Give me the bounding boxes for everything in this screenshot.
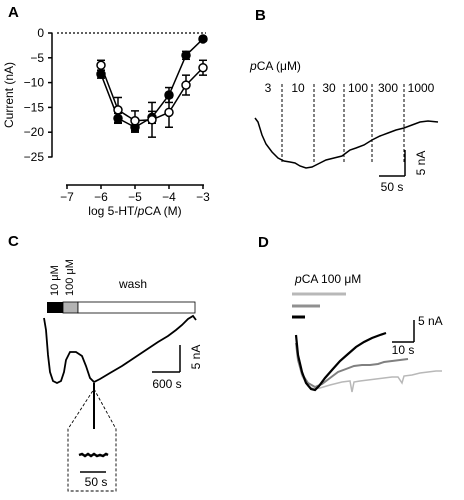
panel-b-concentration-label: 3 [265,81,272,95]
panel-d-application-bars [292,292,346,319]
panel-a-point-open [130,116,140,126]
panel-c-scale-x-label: 600 s [152,377,181,391]
panel-b-scale-x-label: 50 s [381,180,404,194]
panel-c-application-bars [47,301,196,314]
panel-d-scale-bar [392,320,415,343]
panel-a-point-filled [198,34,208,44]
panel-d-trace-light [295,342,442,393]
panel-a-point-open [147,115,157,125]
panel-a-y-tick-label: −15 [24,100,45,114]
panel-a-y-tick-label: 0 [37,26,44,40]
panel-b-current-trace [254,117,439,169]
panel-c-current-trace [43,314,197,385]
panel-b-letter: B [255,7,266,24]
panel-c-label-10um: 10 μM [49,265,61,296]
panel-c-bar-10um [47,302,63,313]
panel-a-letter: A [8,4,19,21]
panel-d-scale-x-label: 10 s [392,343,415,357]
panel-a-point-filled [113,113,123,124]
panel-c-label-100um: 100 μM [64,259,76,296]
panel-c-wash-label: wash [118,277,147,291]
panel-d-letter: D [258,234,269,251]
panel-c-inset: 50 s [67,388,117,492]
panel-b-scale-bar [379,150,406,177]
panel-a-point-filled [96,69,106,79]
panel-a-y-tick-label: −10 [24,76,45,90]
panel-a-point-filled [164,90,174,100]
panel-a-x-tick-label: −5 [128,190,142,204]
panel-a-point-open [113,105,123,115]
panel-a-point-open [96,60,106,70]
panel-b-scale-y-label: 5 nA [414,151,428,176]
panel-d-trace-dark [294,331,387,392]
panel-a-chart: 0 −5 −10 −15 −20 −25 −7 −6 −5 −4 −3 [24,26,211,204]
panel-a-point-open [198,62,208,73]
panel-c-letter: C [8,233,19,250]
panel-c-bar-100um [62,301,79,314]
panel-a-y-tick-label: −25 [24,150,45,164]
panel-b-concentration-label: 300 [378,81,398,95]
panel-a-y-tick-label: −20 [24,125,45,139]
panel-a-y-axis-label: Current (nA) [2,62,16,128]
panel-c-inset-trace [78,452,109,458]
panel-b-dividers [281,84,405,162]
panel-b-concentration-label: 1000 [408,81,435,95]
panel-c-inset-scale-label: 50 s [85,475,108,489]
panel-b-concentration-label: 100 [348,81,368,95]
panel-c-bar-wash [77,301,196,314]
panel-b-concentration-label: 30 [322,81,336,95]
panel-a-x-tick-label: −4 [162,190,176,204]
panel-d-header: pCA 100 μM [294,272,361,286]
panel-a-x-tick-label: −7 [60,190,74,204]
panel-a-x-axis-label: log 5-HT/pCA (M) [88,204,181,218]
panel-a-point-open [164,107,174,118]
panel-c-scale-bar [152,345,181,373]
panel-d-scale-y-label: 5 nA [418,314,443,328]
panel-a-x-tick-label: −3 [196,190,210,204]
panel-a-x-tick-label: −6 [94,190,108,204]
panel-a-point-open [181,80,191,90]
panel-b-concentration-labels: 3 10 30 100 300 1000 [265,81,435,95]
panel-c-scale-y-label: 5 nA [189,345,203,370]
panel-a-point-filled [181,50,191,61]
panel-c-inset-box [67,388,117,492]
panel-b-header: pCA (μM) [249,59,301,73]
panel-b-concentration-label: 10 [291,81,305,95]
panel-a-y-tick-label: −5 [30,51,44,65]
